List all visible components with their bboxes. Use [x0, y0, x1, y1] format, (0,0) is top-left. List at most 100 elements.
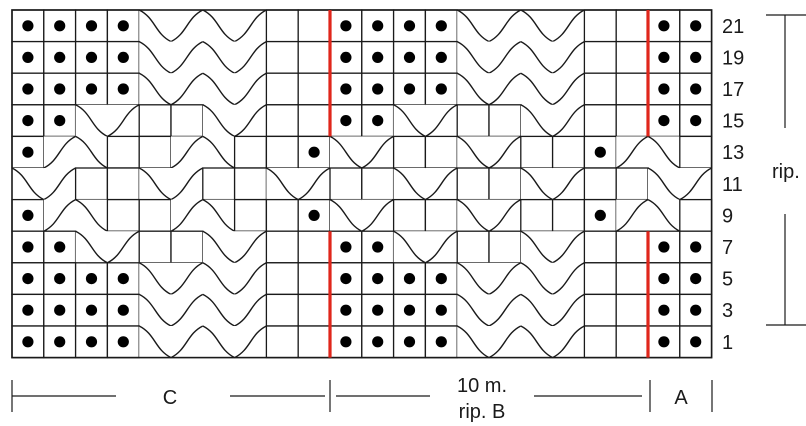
purl-dot	[117, 336, 129, 348]
blank-cell	[679, 198, 713, 232]
row-number: 19	[722, 47, 744, 69]
blank-cell	[265, 293, 299, 327]
cable-strand	[520, 104, 553, 138]
blank-cell	[297, 262, 331, 296]
blank-cell	[202, 167, 236, 201]
cable-strand	[138, 40, 172, 74]
cable-strand	[647, 167, 681, 201]
cable-strand	[170, 325, 204, 359]
purl-dot	[658, 336, 670, 348]
cable-strand	[170, 293, 204, 327]
cable-strand	[170, 72, 204, 106]
cable-strand	[170, 198, 204, 232]
purl-dot	[435, 20, 447, 32]
blank-cell	[615, 230, 649, 264]
purl-dot	[340, 83, 352, 95]
blank-cell	[583, 262, 617, 296]
cable-strand	[615, 135, 649, 169]
purl-dot	[372, 241, 384, 253]
cable-strand	[138, 9, 172, 43]
purl-dot	[85, 83, 98, 95]
purl-dot	[658, 241, 670, 253]
blank-cell	[138, 135, 172, 169]
repeat-markers	[328, 10, 650, 358]
purl-dot	[117, 83, 129, 95]
cable-strand	[552, 72, 585, 106]
purl-dot	[372, 83, 384, 95]
cable-strand	[170, 262, 204, 296]
purl-dot	[690, 304, 702, 316]
purl-dot	[690, 241, 702, 253]
purl-dot	[690, 336, 702, 348]
blank-cell	[583, 293, 617, 327]
cable-strand	[393, 167, 426, 201]
row-number: 1	[722, 332, 733, 354]
blank-cell	[265, 40, 299, 74]
blank-cell	[520, 198, 554, 232]
cable-strand	[456, 135, 490, 169]
cable-strand	[234, 9, 267, 43]
purl-dot	[403, 304, 416, 316]
blank-cell	[106, 167, 140, 201]
blank-cell	[233, 198, 268, 232]
blank-cell	[583, 230, 617, 264]
blank-cell	[265, 104, 299, 138]
purl-dot	[22, 241, 34, 253]
cable-strand	[488, 198, 522, 232]
purl-dot	[117, 273, 129, 285]
cable-strand	[138, 167, 172, 201]
purl-dot	[85, 336, 98, 348]
cable-strand	[552, 167, 585, 201]
cable-strand	[520, 293, 553, 327]
cable-strand	[520, 230, 553, 264]
chart-border	[11, 9, 713, 359]
blank-cell	[456, 104, 490, 138]
cable-strand	[107, 230, 140, 264]
purl-dot	[340, 51, 352, 64]
purl-dot	[54, 241, 66, 253]
label-b-name: rip. B	[459, 401, 506, 423]
blank-cell	[615, 9, 649, 43]
cable-strand	[552, 262, 585, 296]
blank-cell	[424, 198, 458, 232]
blank-cell	[138, 104, 172, 138]
cable-strand	[234, 40, 267, 74]
blank-cell	[265, 9, 299, 43]
purl-dot	[340, 115, 352, 127]
row-number-labels: 21 19 17 15 13 11 9 7 5 3 1	[722, 16, 744, 354]
blank-cell	[265, 135, 299, 169]
blank-cell	[520, 135, 554, 169]
blank-cell	[170, 230, 204, 264]
purl-dot	[22, 336, 34, 348]
blank-cell	[583, 104, 617, 138]
purl-dot	[435, 304, 447, 316]
blank-cell	[551, 198, 586, 232]
blank-cell	[265, 198, 299, 232]
purl-dot	[690, 51, 702, 64]
purl-dot	[435, 51, 447, 64]
purl-dot	[690, 83, 702, 95]
purl-dot	[85, 51, 98, 64]
cable-strand	[202, 104, 235, 138]
cable-strand	[75, 135, 108, 169]
purl-dot	[54, 115, 66, 127]
purl-dot	[340, 336, 352, 348]
cable-strand	[425, 230, 458, 264]
cable-strand	[456, 262, 490, 296]
cable-strand	[552, 230, 585, 264]
blank-cell	[615, 40, 649, 74]
blank-cell	[583, 325, 617, 359]
cable-strand	[202, 198, 235, 232]
cable-strand	[456, 40, 490, 74]
purl-dot	[690, 273, 702, 285]
cable-strand	[679, 167, 712, 201]
cable-strand	[234, 293, 267, 327]
blank-cell	[265, 72, 299, 106]
cable-strand	[170, 9, 204, 43]
cable-strand	[202, 230, 235, 264]
blank-cell	[615, 72, 649, 106]
cable-strand	[456, 198, 490, 232]
repeat-bracket: rip.	[766, 14, 806, 326]
cable-strand	[552, 325, 585, 359]
